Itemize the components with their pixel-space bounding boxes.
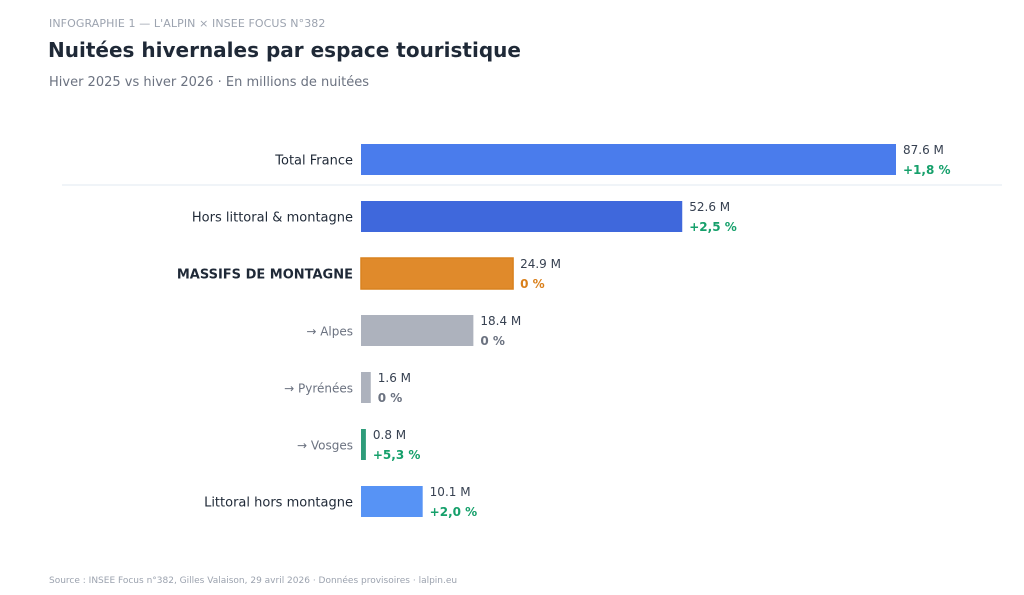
- category-label: Total France: [274, 154, 353, 169]
- bar: [360, 257, 514, 290]
- value-label: 24.9 M: [520, 257, 561, 271]
- change-label: 0 %: [378, 391, 403, 405]
- category-label: Hors littoral & montagne: [192, 211, 353, 226]
- bar: [361, 144, 896, 175]
- category-label: MASSIFS DE MONTAGNE: [177, 268, 353, 283]
- bar: [361, 486, 423, 517]
- bar: [361, 429, 366, 460]
- chart-subtitle: Hiver 2025 vs hiver 2026 · En millions d…: [49, 75, 370, 90]
- value-label: 52.6 M: [689, 200, 730, 214]
- category-label: → Vosges: [297, 439, 353, 453]
- bar: [361, 372, 371, 403]
- chart-kicker: INFOGRAPHIE 1 — L'ALPIN × INSEE FOCUS N°…: [49, 17, 326, 30]
- change-label: +2,5 %: [689, 220, 737, 234]
- category-label: → Alpes: [306, 325, 353, 339]
- value-label: 18.4 M: [480, 314, 521, 328]
- bar-chart: Total France 87.6 M +1,8 % Hors littoral & …: [62, 143, 1002, 519]
- change-label: +2,0 %: [430, 505, 478, 519]
- value-label: 1.6 M: [378, 371, 411, 385]
- change-label: 0 %: [520, 277, 545, 291]
- change-label: 0 %: [480, 334, 505, 348]
- change-label: +1,8 %: [903, 163, 951, 177]
- bar: [361, 201, 683, 232]
- category-label: → Pyrénées: [284, 382, 353, 396]
- category-label: Littoral hors montagne: [204, 496, 353, 511]
- value-label: 10.1 M: [430, 485, 471, 499]
- bar: [361, 315, 474, 346]
- change-label: +5,3 %: [373, 448, 421, 462]
- chart-title: Nuitées hivernales par espace touristiqu…: [48, 38, 521, 62]
- value-label: 87.6 M: [903, 143, 944, 157]
- chart-source: Source : INSEE Focus n°382, Gilles Valai…: [49, 576, 458, 586]
- value-label: 0.8 M: [373, 428, 406, 442]
